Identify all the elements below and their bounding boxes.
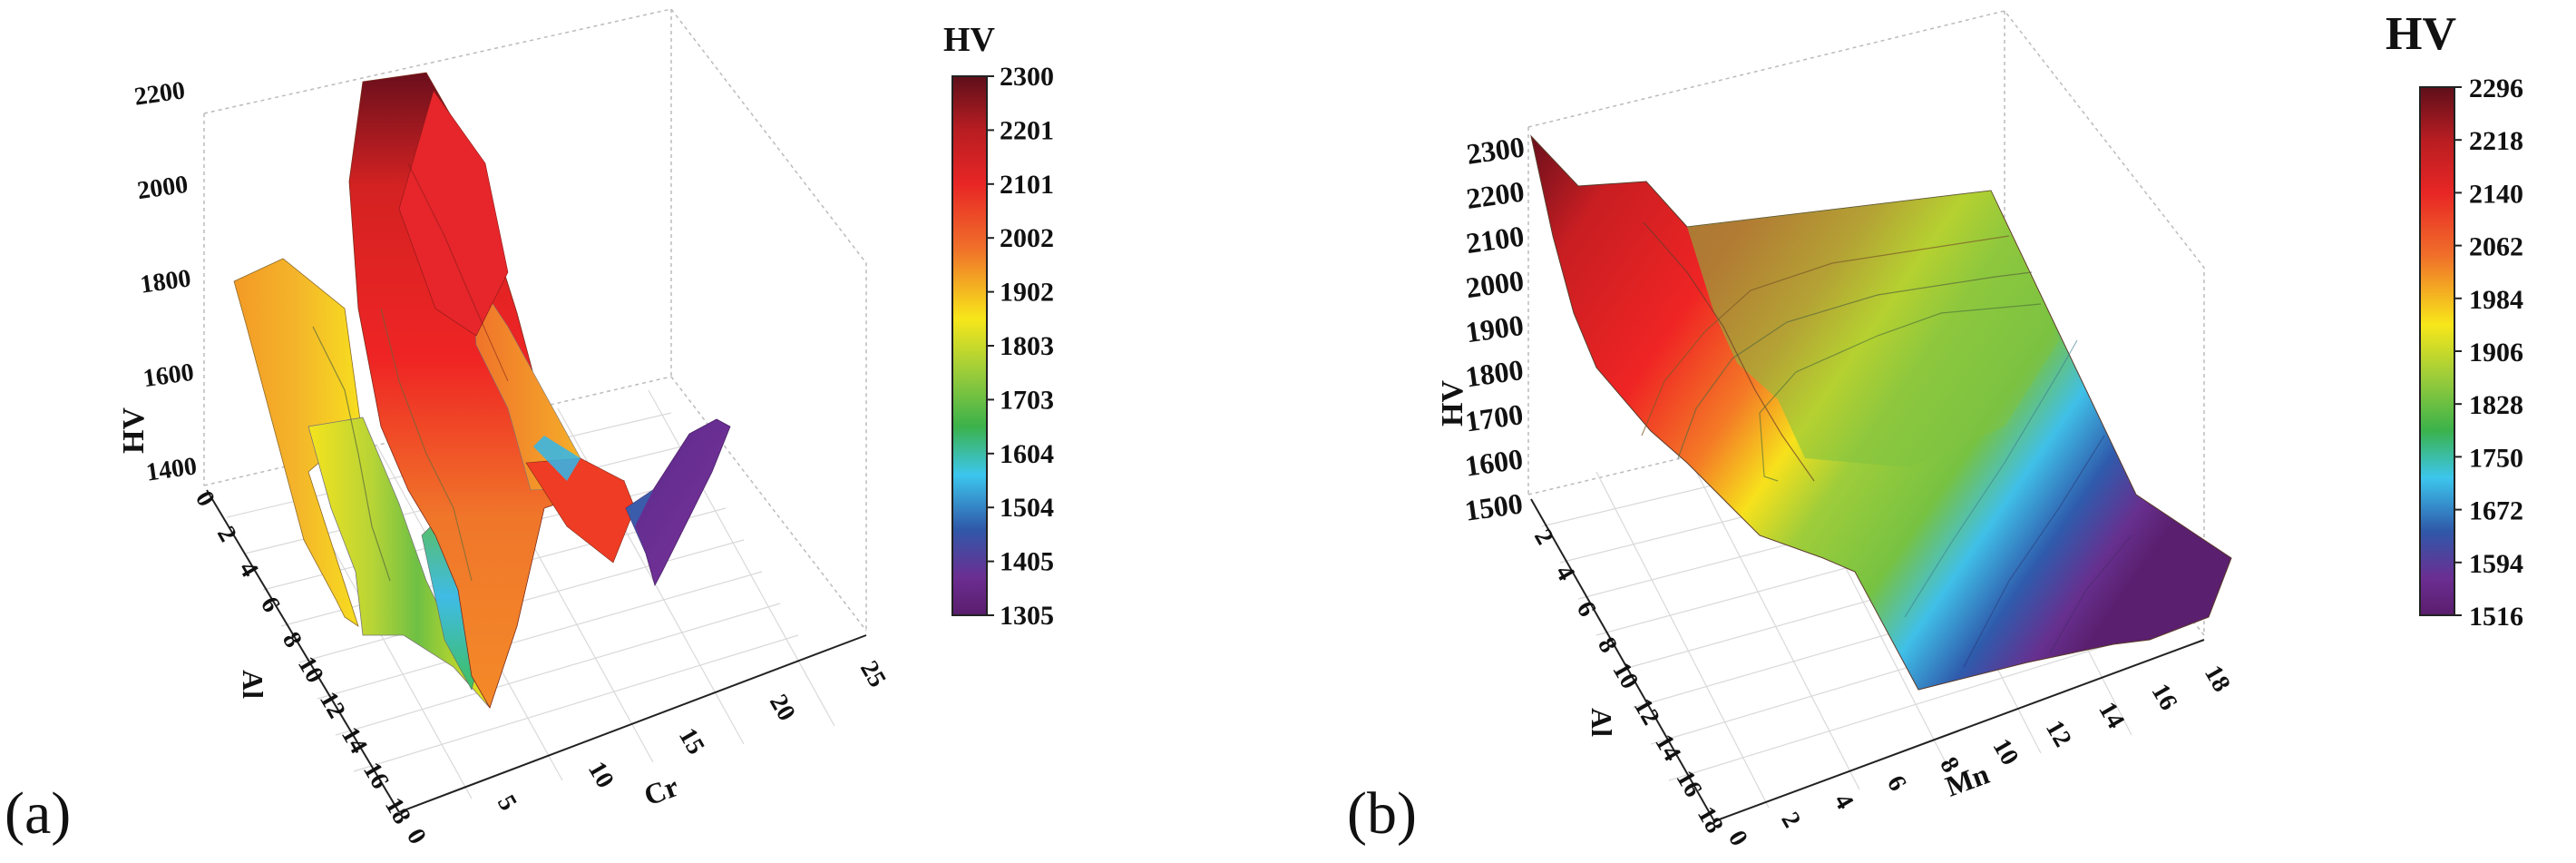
panel-a-x-tick-label: 10 [582, 757, 620, 793]
panel-a-colorbar-tick-label: 1405 [1000, 547, 1054, 577]
panel-a-x-tick-label: 0 [401, 824, 432, 849]
panel-b-x-tick-label: 2 [1775, 808, 1806, 833]
panel-b-z-tick-label: 2100 [1464, 220, 1526, 260]
panel-b-surface [1530, 134, 2232, 691]
panel-b-z-tick-label: 1800 [1463, 353, 1525, 394]
panel-a-colorbar-tick-label: 1604 [1000, 439, 1054, 469]
panel-b-y-tick-label: 8 [1592, 633, 1623, 658]
panel-b-y-tick-label: 6 [1571, 596, 1602, 622]
panel-a-axis-lines [206, 489, 867, 813]
panel-b-x-tick-label: 18 [2199, 661, 2236, 697]
panel-a-y-tick-label: 10 [292, 652, 329, 688]
panel-a-label: (a) [5, 780, 71, 847]
panel-b-z-tick-label: 1700 [1463, 397, 1525, 438]
panel-b-z-tick-label: 1900 [1464, 309, 1526, 349]
panel-b-x-tick-label: 0 [1722, 826, 1753, 851]
panel-a-y-tick-label: 0 [190, 486, 220, 512]
panel-a-y-tick-label: 18 [379, 793, 416, 829]
panel-a-z-tick-label: 1400 [144, 452, 199, 486]
panel-b-colorbar-tick-label: 2140 [2469, 179, 2523, 209]
panel-b-axis-lines [1530, 498, 2205, 822]
panel-a-y-tick-label: 14 [336, 722, 373, 759]
panel-a-colorbar-tick-label: 1305 [1000, 601, 1054, 631]
panel-a-x-tick-label: 20 [764, 690, 801, 726]
panel-a-colorbar-tick-label: 2201 [1000, 115, 1054, 145]
panel-b-x-tick-label: 4 [1829, 789, 1859, 815]
panel-b-z-tick-label: 1600 [1463, 442, 1525, 483]
panel-b-x-tick-label: 14 [2093, 697, 2130, 733]
panel-a-colorbar-tick-label: 2101 [1000, 170, 1054, 200]
panel-b-label: (b) [1347, 780, 1417, 847]
panel-a-colorbar-tick-label: 2002 [1000, 223, 1054, 253]
panel-b-y-tick-label: 4 [1549, 561, 1580, 586]
panel-a-colorbar-ticks: 2300 2201 2101 2002 1902 1803 1703 1604 1504 1405… [987, 62, 1054, 631]
panel-b-colorbar-ticks: 2296 2218 2140 2062 1984 1906 1828 1750 1672 1594… [2454, 74, 2523, 632]
panel-b-z-tick-label: 2000 [1464, 264, 1526, 305]
panel-a-z-tick-label: 2000 [135, 171, 190, 205]
panel-a-y-axis-label: Al [237, 670, 269, 699]
panel-a-x-tick-label: 15 [673, 723, 710, 760]
panel-a-colorbar-tick-label: 1703 [1000, 385, 1054, 415]
panel-b-z-tick-label: 1500 [1463, 486, 1525, 527]
panel-b-colorbar-tick-label: 1828 [2469, 390, 2523, 420]
panel-a-z-tick-label: 1800 [139, 264, 193, 299]
panel-a-x-tick-label: 25 [854, 656, 892, 692]
panel-a-z-tick-labels: 1400 1600 1800 2000 2200 [132, 76, 199, 486]
panel-b-colorbar-title: HV [2386, 8, 2456, 60]
panel-a-colorbar [951, 75, 988, 616]
panel-b-colorbar-tick-label: 2062 [2469, 232, 2523, 262]
panel-b-x-tick-label: 16 [2146, 679, 2183, 715]
panel-a-colorbar-tick-label: 2300 [1000, 62, 1054, 92]
panel-a-colorbar-tick-label: 1803 [1000, 331, 1054, 361]
panel-a-y-tick-label: 12 [314, 687, 351, 723]
panel-a-z-tick-label: 2200 [132, 76, 187, 111]
panel-b-colorbar-tick-label: 1906 [2469, 338, 2523, 368]
panel-b-x-tick-label: 6 [1881, 770, 1912, 796]
panel-b-colorbar-tick-label: 1984 [2469, 285, 2523, 315]
panel-a-colorbar-tick-label: 1504 [1000, 493, 1054, 523]
panel-a-y-tick-label: 16 [357, 758, 395, 794]
panel-b-z-tick-label: 2300 [1465, 130, 1527, 171]
panel-a-colorbar-title: HV [943, 21, 996, 59]
panel-b-x-tick-label: 12 [2040, 716, 2077, 752]
panel-b-colorbar-tick-label: 2218 [2469, 126, 2523, 156]
panel-a-x-tick-label: 5 [492, 790, 522, 816]
panel-a-z-axis-label: HV [117, 407, 151, 454]
panel-b-colorbar-tick-label: 1750 [2469, 443, 2523, 473]
panel-a-surface [233, 72, 731, 709]
panel-a-z-tick-label: 1600 [141, 358, 196, 393]
panel-b-colorbar-tick-label: 1594 [2469, 549, 2523, 579]
panel-a-colorbar-tick-label: 1902 [1000, 278, 1054, 308]
panel-b-colorbar-tick-label: 2296 [2469, 74, 2523, 103]
panel-b-y-tick-label: 16 [1671, 766, 1708, 802]
panel-b-x-tick-label: 10 [1987, 734, 2025, 770]
panel-b-colorbar-tick-label: 1672 [2469, 496, 2523, 526]
panel-b-colorbar-tick-label: 1516 [2469, 602, 2523, 632]
panel-b-z-axis-label: HV [1436, 380, 1469, 427]
panel-b-y-tick-label: 18 [1692, 802, 1729, 838]
panel-b-y-axis-label: Al [1586, 708, 1618, 737]
panel-b-z-tick-label: 2200 [1464, 174, 1526, 215]
panel-b-y-tick-label: 2 [1528, 525, 1559, 550]
panel-a-x-axis-label: Cr [639, 770, 682, 812]
panel-b-colorbar [2419, 86, 2455, 616]
